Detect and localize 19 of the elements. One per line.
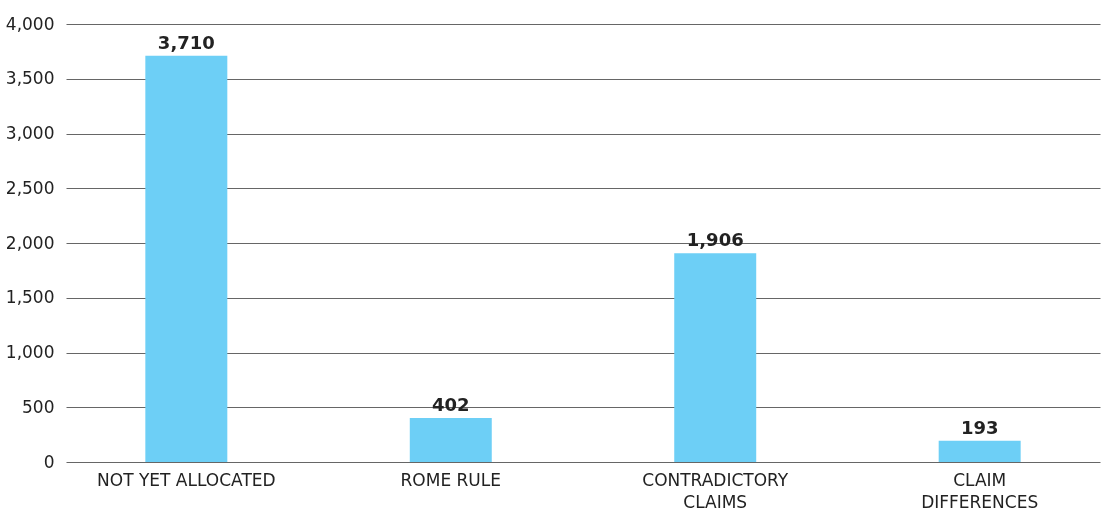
- y-tick-label: 2,000: [5, 232, 55, 253]
- bar: [938, 440, 1021, 462]
- y-tick-label: 3,500: [5, 68, 55, 89]
- bar: [409, 417, 492, 462]
- x-tick-label: CONTRADICTORY CLAIMS: [642, 469, 789, 512]
- y-tick-label: 1,000: [5, 342, 55, 362]
- y-tick-label: 4,000: [5, 13, 55, 34]
- data-label: 193: [960, 416, 999, 438]
- data-label: 3,710: [157, 31, 215, 53]
- y-tick-label: 2,500: [5, 177, 55, 198]
- x-tick-label: NOT YET ALLOCATED: [97, 469, 276, 490]
- y-tick-label: 500: [22, 396, 55, 417]
- bar: [145, 55, 228, 462]
- y-tick-label: 1,500: [5, 287, 55, 308]
- bar: [674, 253, 757, 462]
- x-tick-label: CLAIM DIFFERENCES: [921, 469, 1039, 512]
- x-tick-label: ROME RULE: [400, 469, 502, 490]
- y-tick-label: 0: [43, 451, 55, 472]
- y-tick-label: 3,000: [5, 123, 55, 143]
